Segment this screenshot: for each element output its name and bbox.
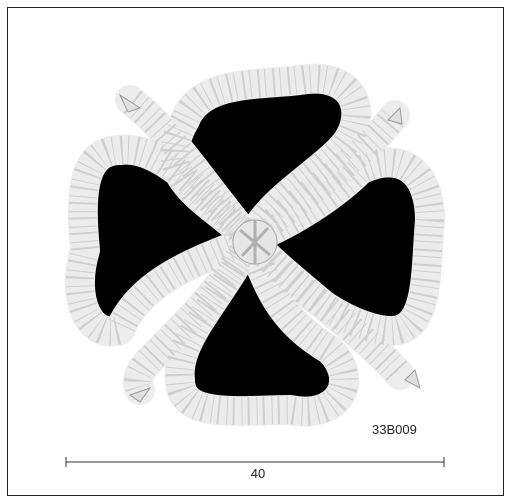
- ribbon-ends: [118, 93, 421, 403]
- knot-folds: [239, 220, 271, 264]
- ornament: [80, 79, 430, 412]
- dimension-label: 40: [251, 466, 265, 481]
- product-code: 33B009: [372, 422, 417, 437]
- dimension: 40: [65, 457, 445, 481]
